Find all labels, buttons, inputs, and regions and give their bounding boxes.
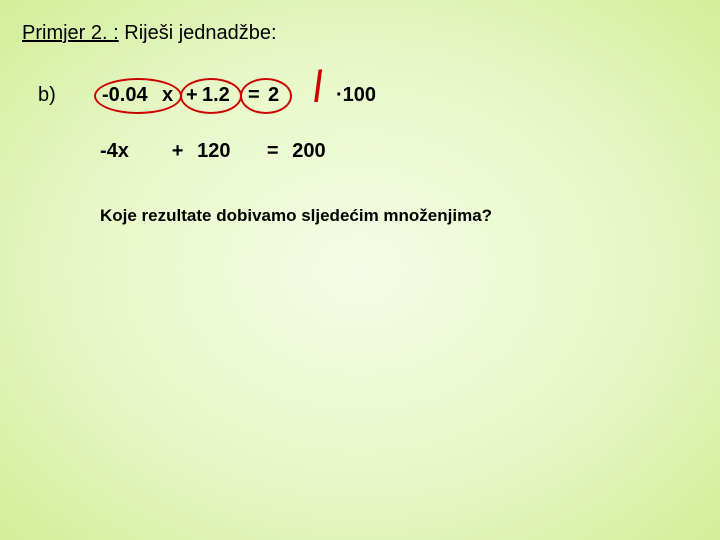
eq1-coef: -0.04 (102, 84, 148, 107)
eq1-rhs: 2 (268, 84, 279, 107)
eq2-lhs1: -4x (100, 140, 158, 163)
eq2-plus: + (164, 140, 192, 163)
eq2-eq: = (259, 140, 287, 163)
slash-divider: / (314, 62, 323, 112)
problem-label-b: b) (38, 84, 56, 107)
eq1-var: x (162, 84, 173, 107)
eq1-mult-label: ·100 (336, 84, 376, 107)
page-title: Primjer 2. : Riješi jednadžbe: (22, 22, 277, 45)
eq1-term: 1.2 (202, 84, 230, 107)
eq1-plus: + (186, 84, 198, 107)
question-text: Koje rezultate dobivamo sljedećim množen… (100, 206, 492, 226)
equation-row-2: -4x + 120 = 200 (100, 140, 342, 163)
eq2-lhs2: 120 (197, 140, 253, 163)
eq2-rhs: 200 (292, 140, 342, 163)
title-rest: Riješi jednadžbe: (119, 22, 277, 44)
eq1-eq: = (248, 84, 260, 107)
title-underlined: Primjer 2. : (22, 22, 119, 44)
